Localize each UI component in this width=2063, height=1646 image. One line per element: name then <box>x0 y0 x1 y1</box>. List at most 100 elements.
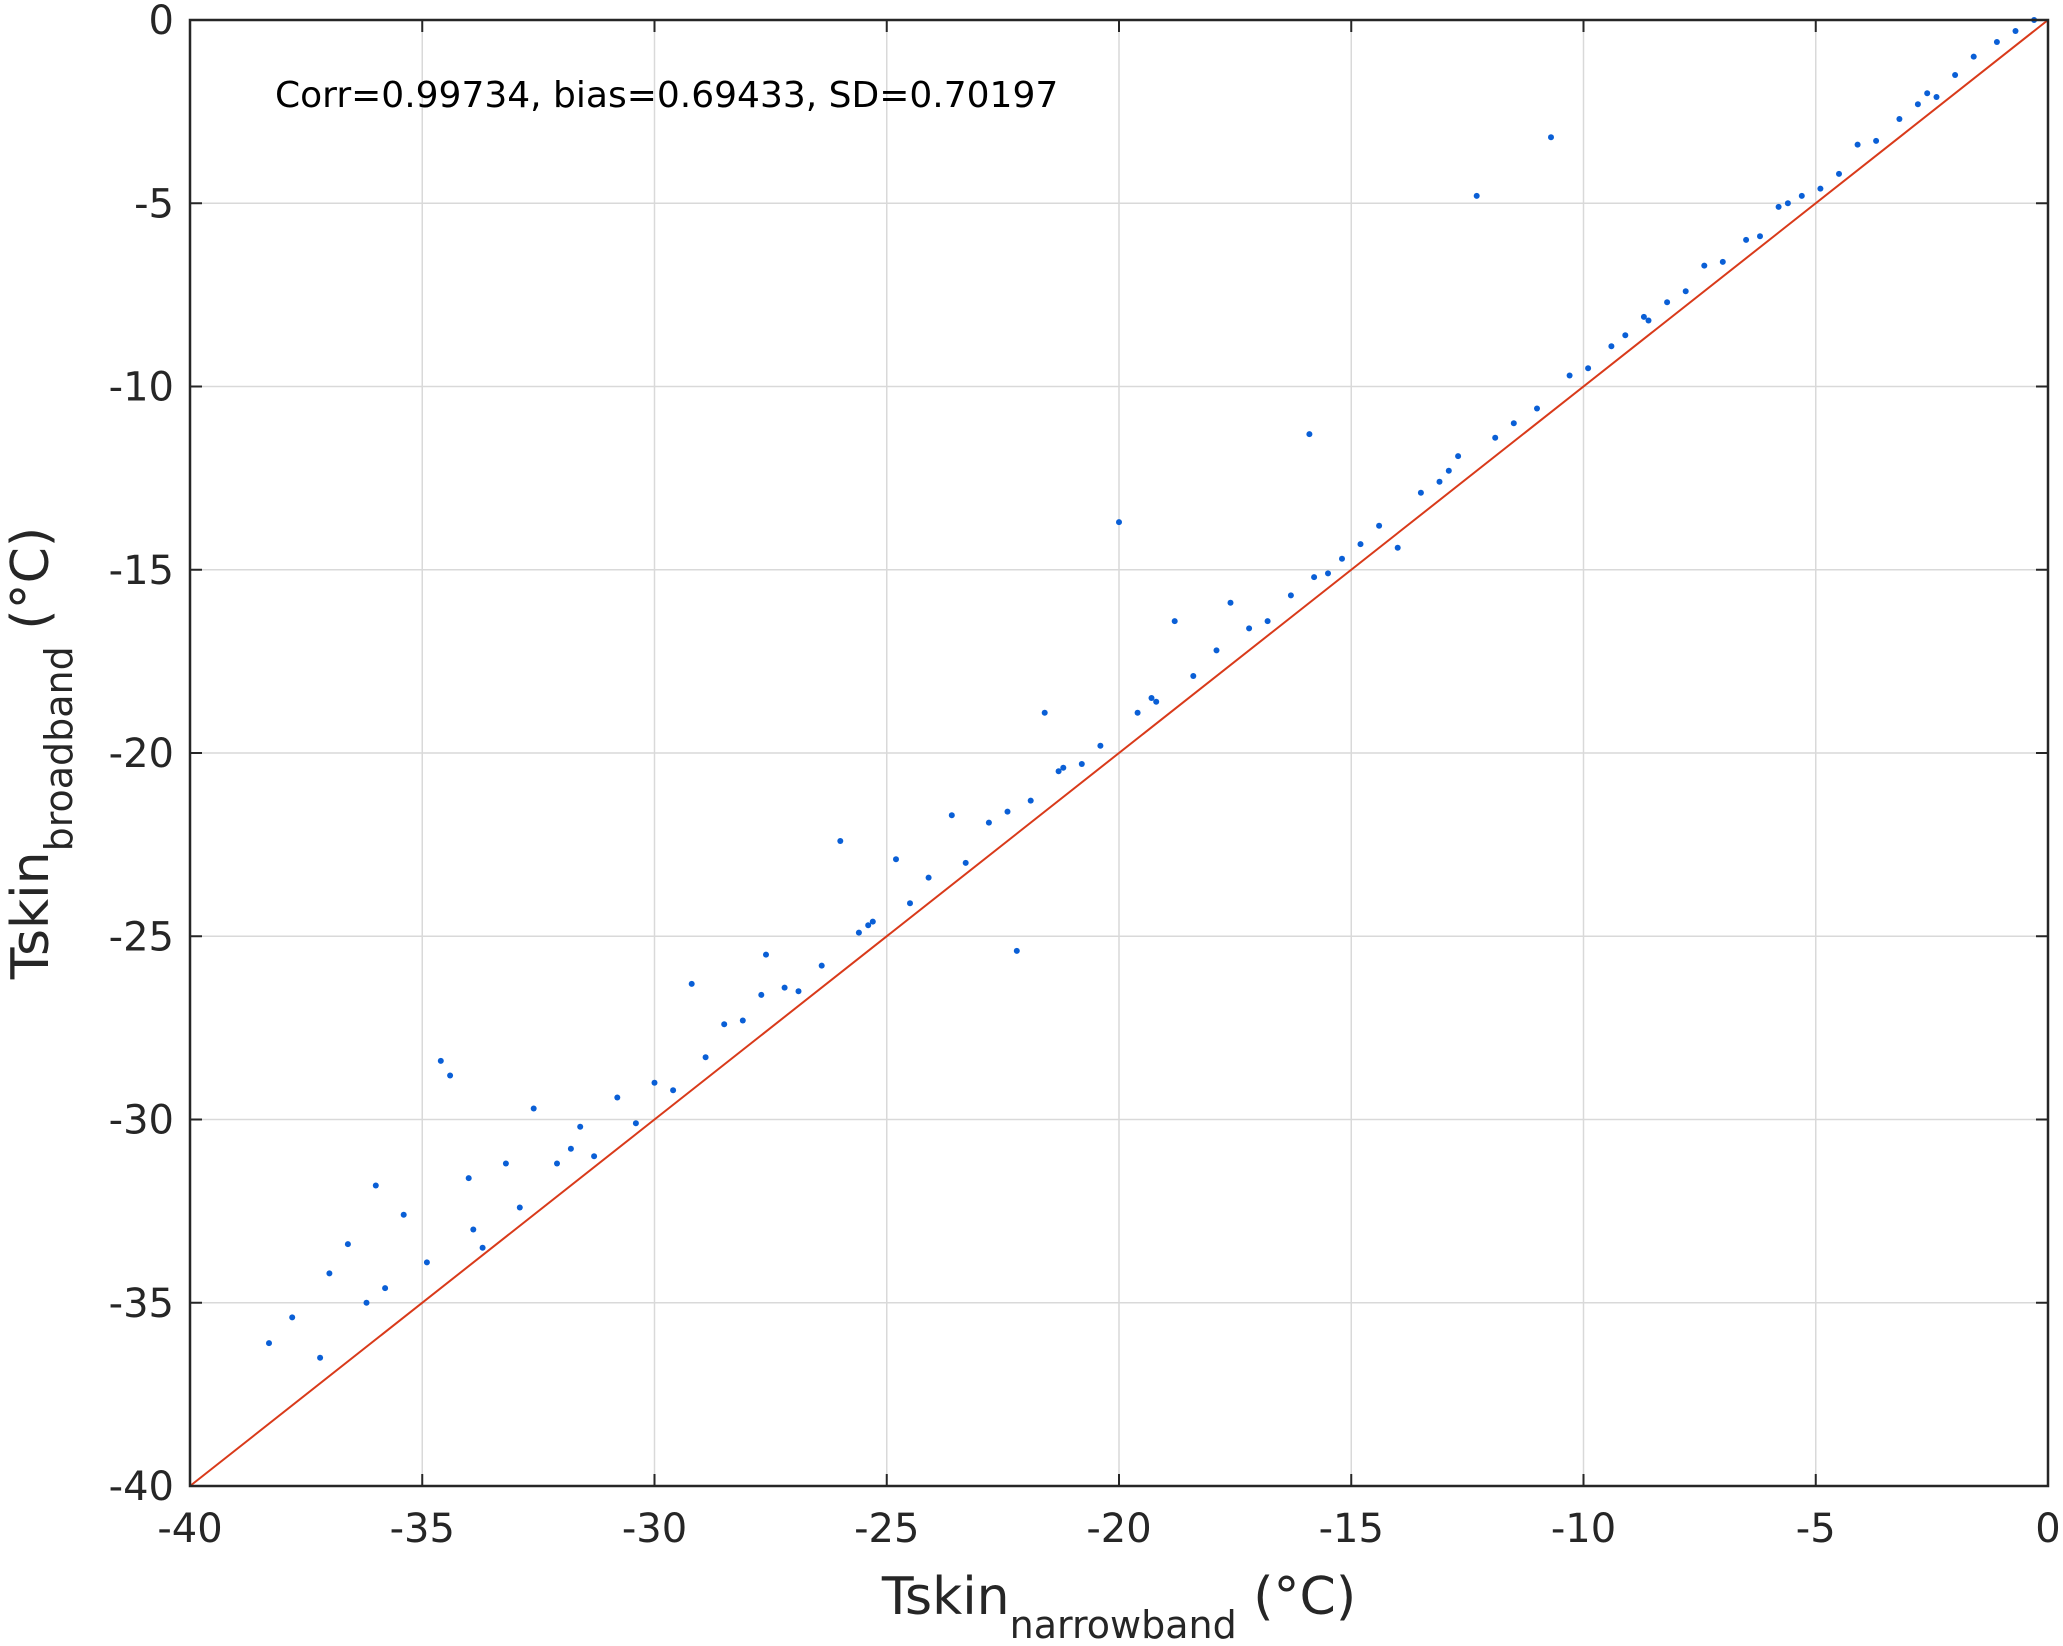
data-point <box>1608 343 1615 350</box>
data-point <box>1394 544 1401 551</box>
data-point <box>516 1204 523 1211</box>
data-point <box>763 951 769 958</box>
data-point <box>1148 695 1155 701</box>
data-point <box>688 980 695 987</box>
x-axis-title-unit: (°C) <box>1237 1567 1356 1627</box>
data-point <box>865 922 872 929</box>
data-point <box>1357 541 1364 548</box>
data-point <box>1682 288 1689 295</box>
data-point <box>1993 39 2000 45</box>
data-point <box>1013 947 1020 954</box>
data-point <box>1854 141 1861 148</box>
data-point <box>1933 94 1940 100</box>
data-point <box>837 838 844 844</box>
y-tick-labels: -40 -35 -30 -25 -20 -15 -10 -5 0 <box>109 0 2048 1510</box>
data-point <box>758 991 765 998</box>
data-point <box>1213 647 1220 654</box>
y-tick-label: -40 <box>109 1464 174 1510</box>
data-point <box>1622 332 1629 339</box>
data-point <box>1970 53 1977 60</box>
x-tick-label: -35 <box>390 1506 455 1552</box>
y-tick-label: -5 <box>134 181 174 227</box>
data-point <box>1264 618 1271 625</box>
data-point <box>465 1175 472 1182</box>
data-point <box>1743 236 1750 243</box>
data-point <box>1004 808 1011 815</box>
data-point <box>907 900 913 907</box>
data-point <box>1134 709 1141 716</box>
x-tick-label: -10 <box>1551 1506 1616 1552</box>
data-point <box>795 988 802 995</box>
data-point <box>289 1314 296 1321</box>
data-point <box>2012 28 2019 34</box>
x-axis-title-sub: narrowband <box>1010 1603 1237 1646</box>
data-point <box>1510 420 1517 427</box>
y-tick-label: 0 <box>149 0 174 44</box>
data-point <box>1534 405 1540 412</box>
data-point <box>893 856 899 863</box>
data-point <box>614 1094 621 1101</box>
data-point <box>1798 192 1805 199</box>
data-point <box>1287 592 1294 599</box>
data-point <box>1757 233 1763 240</box>
data-point <box>1060 764 1067 771</box>
data-point <box>1664 299 1671 306</box>
data-point <box>1701 262 1708 269</box>
reference-line-group <box>189 19 2049 1487</box>
data-point <box>1325 570 1331 577</box>
x-tick-label: 0 <box>2035 1506 2060 1552</box>
stats-annotation: Corr=0.99734, bias=0.69433, SD=0.70197 <box>275 75 1058 116</box>
data-point <box>721 1021 728 1028</box>
data-point <box>1417 489 1424 496</box>
data-point <box>447 1072 454 1079</box>
data-point <box>1817 185 1824 192</box>
data-point <box>1097 742 1104 749</box>
y-tick-label: -20 <box>109 731 174 777</box>
data-point <box>985 819 992 826</box>
y-axis-title-unit: (°C) <box>1 527 61 646</box>
data-point <box>530 1105 537 1112</box>
y-tick-label: -25 <box>109 914 174 960</box>
data-point <box>1027 797 1034 804</box>
data-point <box>1473 192 1480 199</box>
y-tick-label: -15 <box>109 548 174 594</box>
data-point <box>1041 709 1048 716</box>
data-point <box>925 874 932 881</box>
data-point <box>1719 258 1726 265</box>
data-point <box>423 1259 430 1266</box>
x-tick-label: -5 <box>1796 1506 1836 1552</box>
data-point <box>1873 137 1880 144</box>
x-axis-title-main: Tskin <box>881 1567 1010 1627</box>
data-point <box>739 1017 746 1024</box>
data-point <box>962 859 969 866</box>
x-tick-label: -40 <box>157 1506 222 1552</box>
data-point <box>400 1211 407 1218</box>
data-point <box>1339 555 1345 562</box>
data-point <box>1436 478 1443 485</box>
data-point <box>702 1054 709 1061</box>
x-tick-label: -15 <box>1319 1506 1384 1552</box>
data-point <box>1078 761 1085 767</box>
data-point <box>382 1285 389 1292</box>
data-point <box>1566 372 1573 379</box>
y-tick-label: -30 <box>109 1098 174 1144</box>
y-axis-title-main: Tskin <box>1 851 61 980</box>
data-point <box>1376 522 1383 529</box>
y-axis-title: Tskinbroadband (°C) <box>1 527 81 980</box>
data-point <box>1914 101 1921 108</box>
data-point <box>1640 313 1647 320</box>
data-point <box>1055 768 1062 775</box>
data-point <box>1548 134 1554 141</box>
x-tick-label: -30 <box>622 1506 687 1552</box>
data-point <box>567 1145 574 1152</box>
data-point <box>1455 453 1462 460</box>
data-point <box>781 984 788 991</box>
data-point <box>1153 698 1160 705</box>
data-point <box>1836 170 1842 177</box>
y-tick-label: -10 <box>109 365 174 411</box>
data-point <box>1116 519 1122 526</box>
data-point <box>437 1057 444 1064</box>
data-point <box>1306 431 1313 438</box>
y-tick-label: -35 <box>109 1281 174 1327</box>
